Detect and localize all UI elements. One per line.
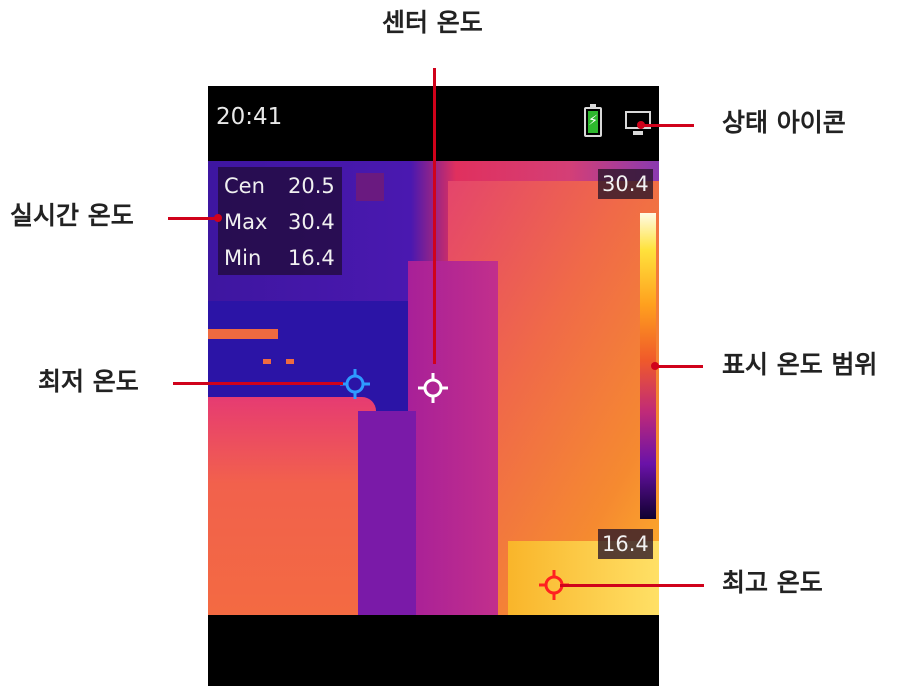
min-temp-label: 최저 온도 bbox=[38, 367, 139, 396]
readout-max-value: 30.4 bbox=[288, 210, 335, 234]
realtime-temp-leader-dot bbox=[214, 214, 222, 222]
realtime-temp-leader bbox=[168, 217, 218, 220]
max-temp-label: 최고 온도 bbox=[722, 568, 823, 597]
status-icons-leader bbox=[640, 124, 694, 127]
scale-high-value: 30.4 bbox=[598, 169, 653, 199]
status-icons-leader-dot bbox=[637, 121, 645, 129]
display-range-leader-dot bbox=[651, 362, 659, 370]
status-bar: 20:41 ⚡ bbox=[208, 86, 659, 161]
bottom-bar bbox=[208, 615, 659, 686]
min-temp-leader bbox=[173, 382, 343, 385]
center-temp-label: 센터 온도 bbox=[382, 8, 483, 37]
center-crosshair-icon bbox=[418, 373, 448, 403]
display-range-label: 표시 온도 범위 bbox=[722, 350, 878, 379]
battery-charging-icon: ⚡ bbox=[584, 104, 602, 137]
realtime-temp-panel: Cen 20.5 Max 30.4 Min 16.4 bbox=[218, 167, 342, 275]
readout-max-key: Max bbox=[224, 210, 268, 234]
clock: 20:41 bbox=[216, 104, 283, 130]
scale-low-value: 16.4 bbox=[598, 529, 653, 559]
max-temp-leader bbox=[560, 584, 704, 587]
readout-center-row: Cen 20.5 bbox=[224, 169, 342, 203]
readout-min-row: Min 16.4 bbox=[224, 241, 342, 275]
readout-max-row: Max 30.4 bbox=[224, 205, 342, 239]
readout-center-value: 20.5 bbox=[288, 174, 335, 198]
readout-min-key: Min bbox=[224, 246, 262, 270]
temperature-scale-bar bbox=[640, 213, 656, 519]
readout-center-key: Cen bbox=[224, 174, 265, 198]
display-range-leader bbox=[655, 365, 703, 368]
realtime-temp-label: 실시간 온도 bbox=[10, 201, 134, 230]
center-temp-leader bbox=[433, 68, 436, 364]
readout-min-value: 16.4 bbox=[288, 246, 335, 270]
status-icons-label: 상태 아이콘 bbox=[722, 108, 846, 137]
min-temp-crosshair-icon bbox=[340, 369, 370, 399]
